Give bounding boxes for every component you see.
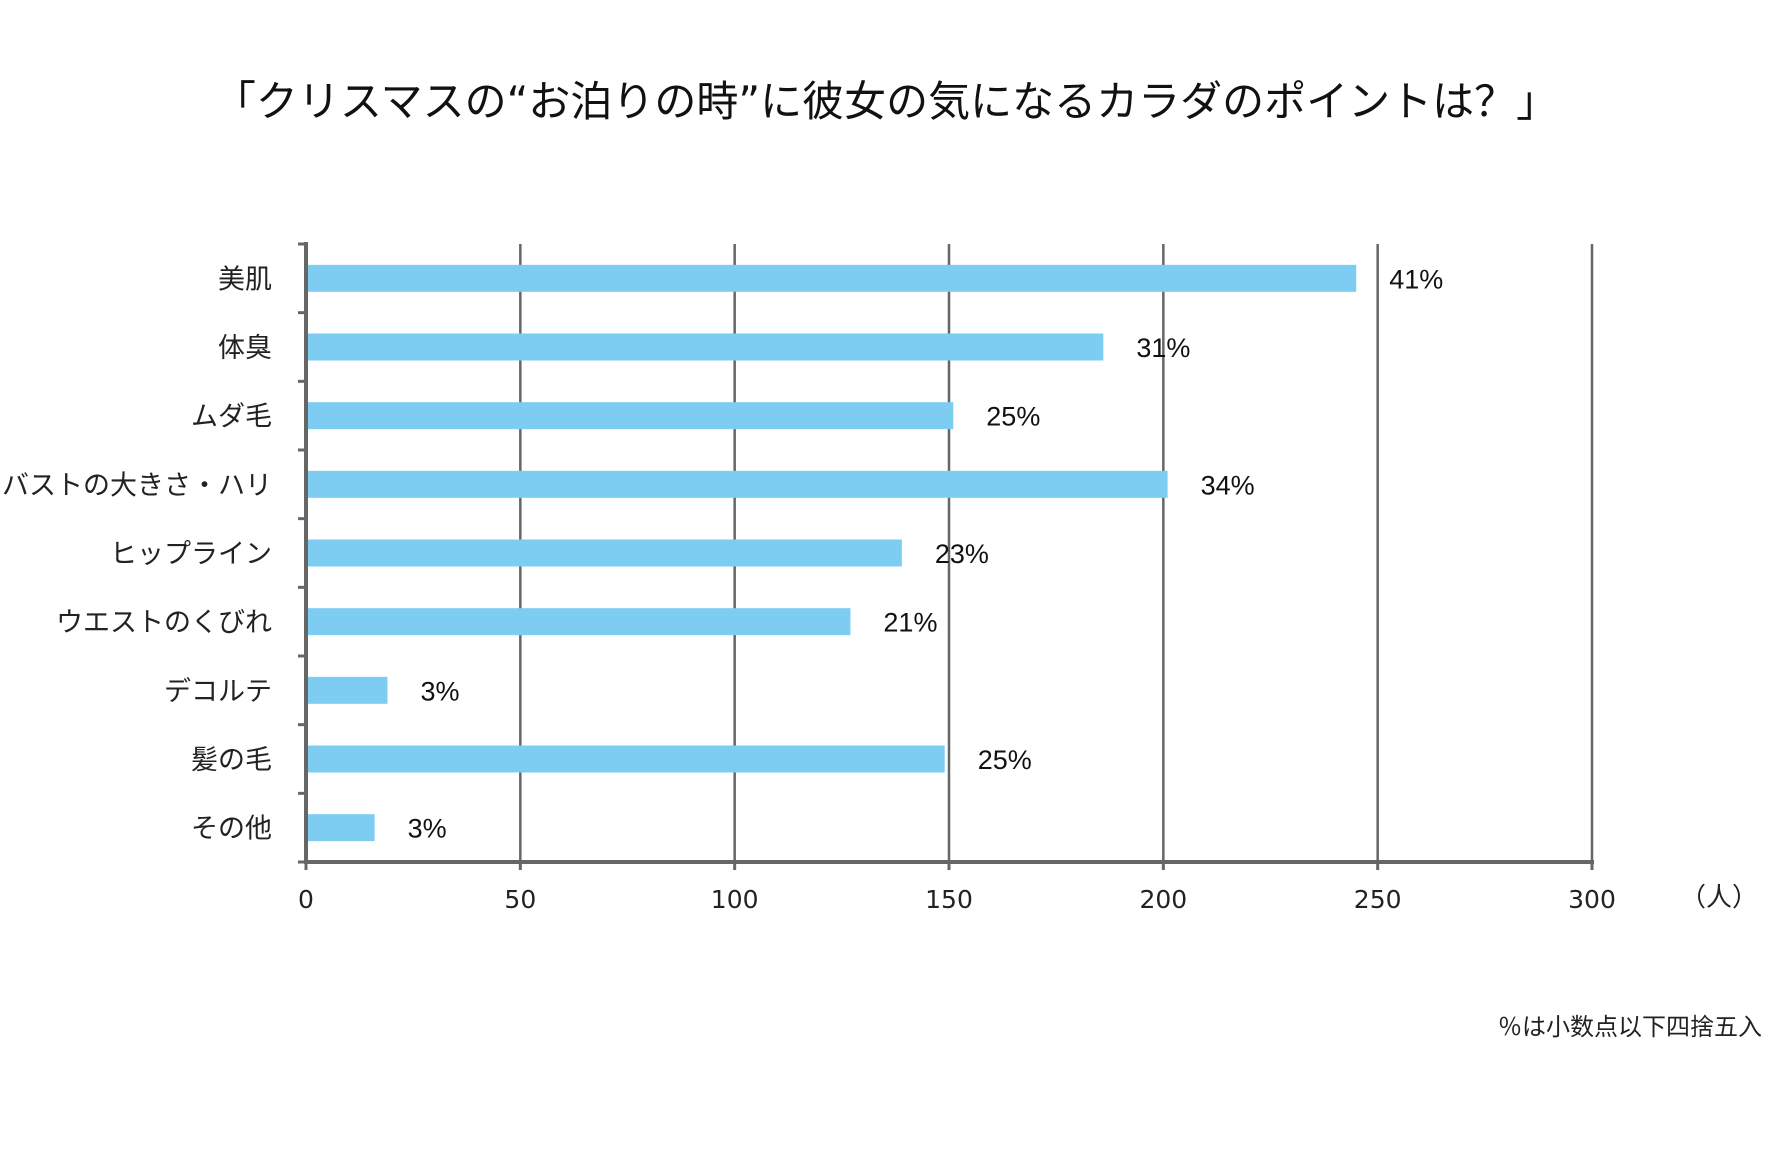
x-tick-label-150: 150 <box>925 885 973 914</box>
category-label-5: ヒップライン <box>110 539 272 570</box>
bar-2 <box>306 333 1104 361</box>
x-tick-label-250: 250 <box>1354 885 1402 914</box>
x-tick-label-100: 100 <box>711 885 759 914</box>
category-label-7: デコルテ <box>164 676 272 707</box>
category-label-8: 髪の毛 <box>191 745 272 776</box>
value-label-2: 31% <box>1136 333 1190 363</box>
category-label-1: 美肌 <box>218 264 272 295</box>
bar-9 <box>306 814 375 842</box>
value-label-9: 3% <box>408 814 447 844</box>
axes <box>298 242 1594 870</box>
x-tick-label-50: 50 <box>504 885 536 914</box>
value-label-1: 41% <box>1389 264 1443 294</box>
value-label-8: 25% <box>978 745 1032 775</box>
x-axis-unit: （人） <box>1680 883 1758 913</box>
x-tick-label-300: 300 <box>1568 885 1616 914</box>
value-label-3: 25% <box>986 402 1040 432</box>
value-label-5: 23% <box>935 539 989 569</box>
bar-7 <box>306 676 388 704</box>
value-label-7: 3% <box>420 676 459 706</box>
footnote: ％は小数点以下四捨五入 <box>1498 1013 1762 1041</box>
bar-5 <box>306 539 902 567</box>
bars <box>306 264 1357 842</box>
x-tick-label-0: 0 <box>298 885 314 914</box>
bar-3 <box>306 402 954 430</box>
value-label-6: 21% <box>883 608 937 638</box>
bar-6 <box>306 608 851 636</box>
x-tick-label-200: 200 <box>1139 885 1187 914</box>
value-label-4: 34% <box>1201 470 1255 500</box>
category-label-2: 体臭 <box>218 333 272 364</box>
bar-8 <box>306 745 945 773</box>
category-label-6: ウエストのくびれ <box>56 608 272 639</box>
bar-4 <box>306 470 1168 498</box>
category-label-4: バストの大きさ・ハリ <box>2 470 272 501</box>
category-label-9: その他 <box>191 814 272 845</box>
bar-1 <box>306 264 1357 292</box>
labels: 0 50 100 150 200 250 300 美肌 41% 体臭 31% ムダ毛 25% バストの大き… <box>2 264 1616 914</box>
category-label-3: ムダ毛 <box>191 402 272 433</box>
chart-title: 「クリスマスの“お泊りの時”に彼女の気になるカラダのポイントは？」 <box>214 77 1558 126</box>
